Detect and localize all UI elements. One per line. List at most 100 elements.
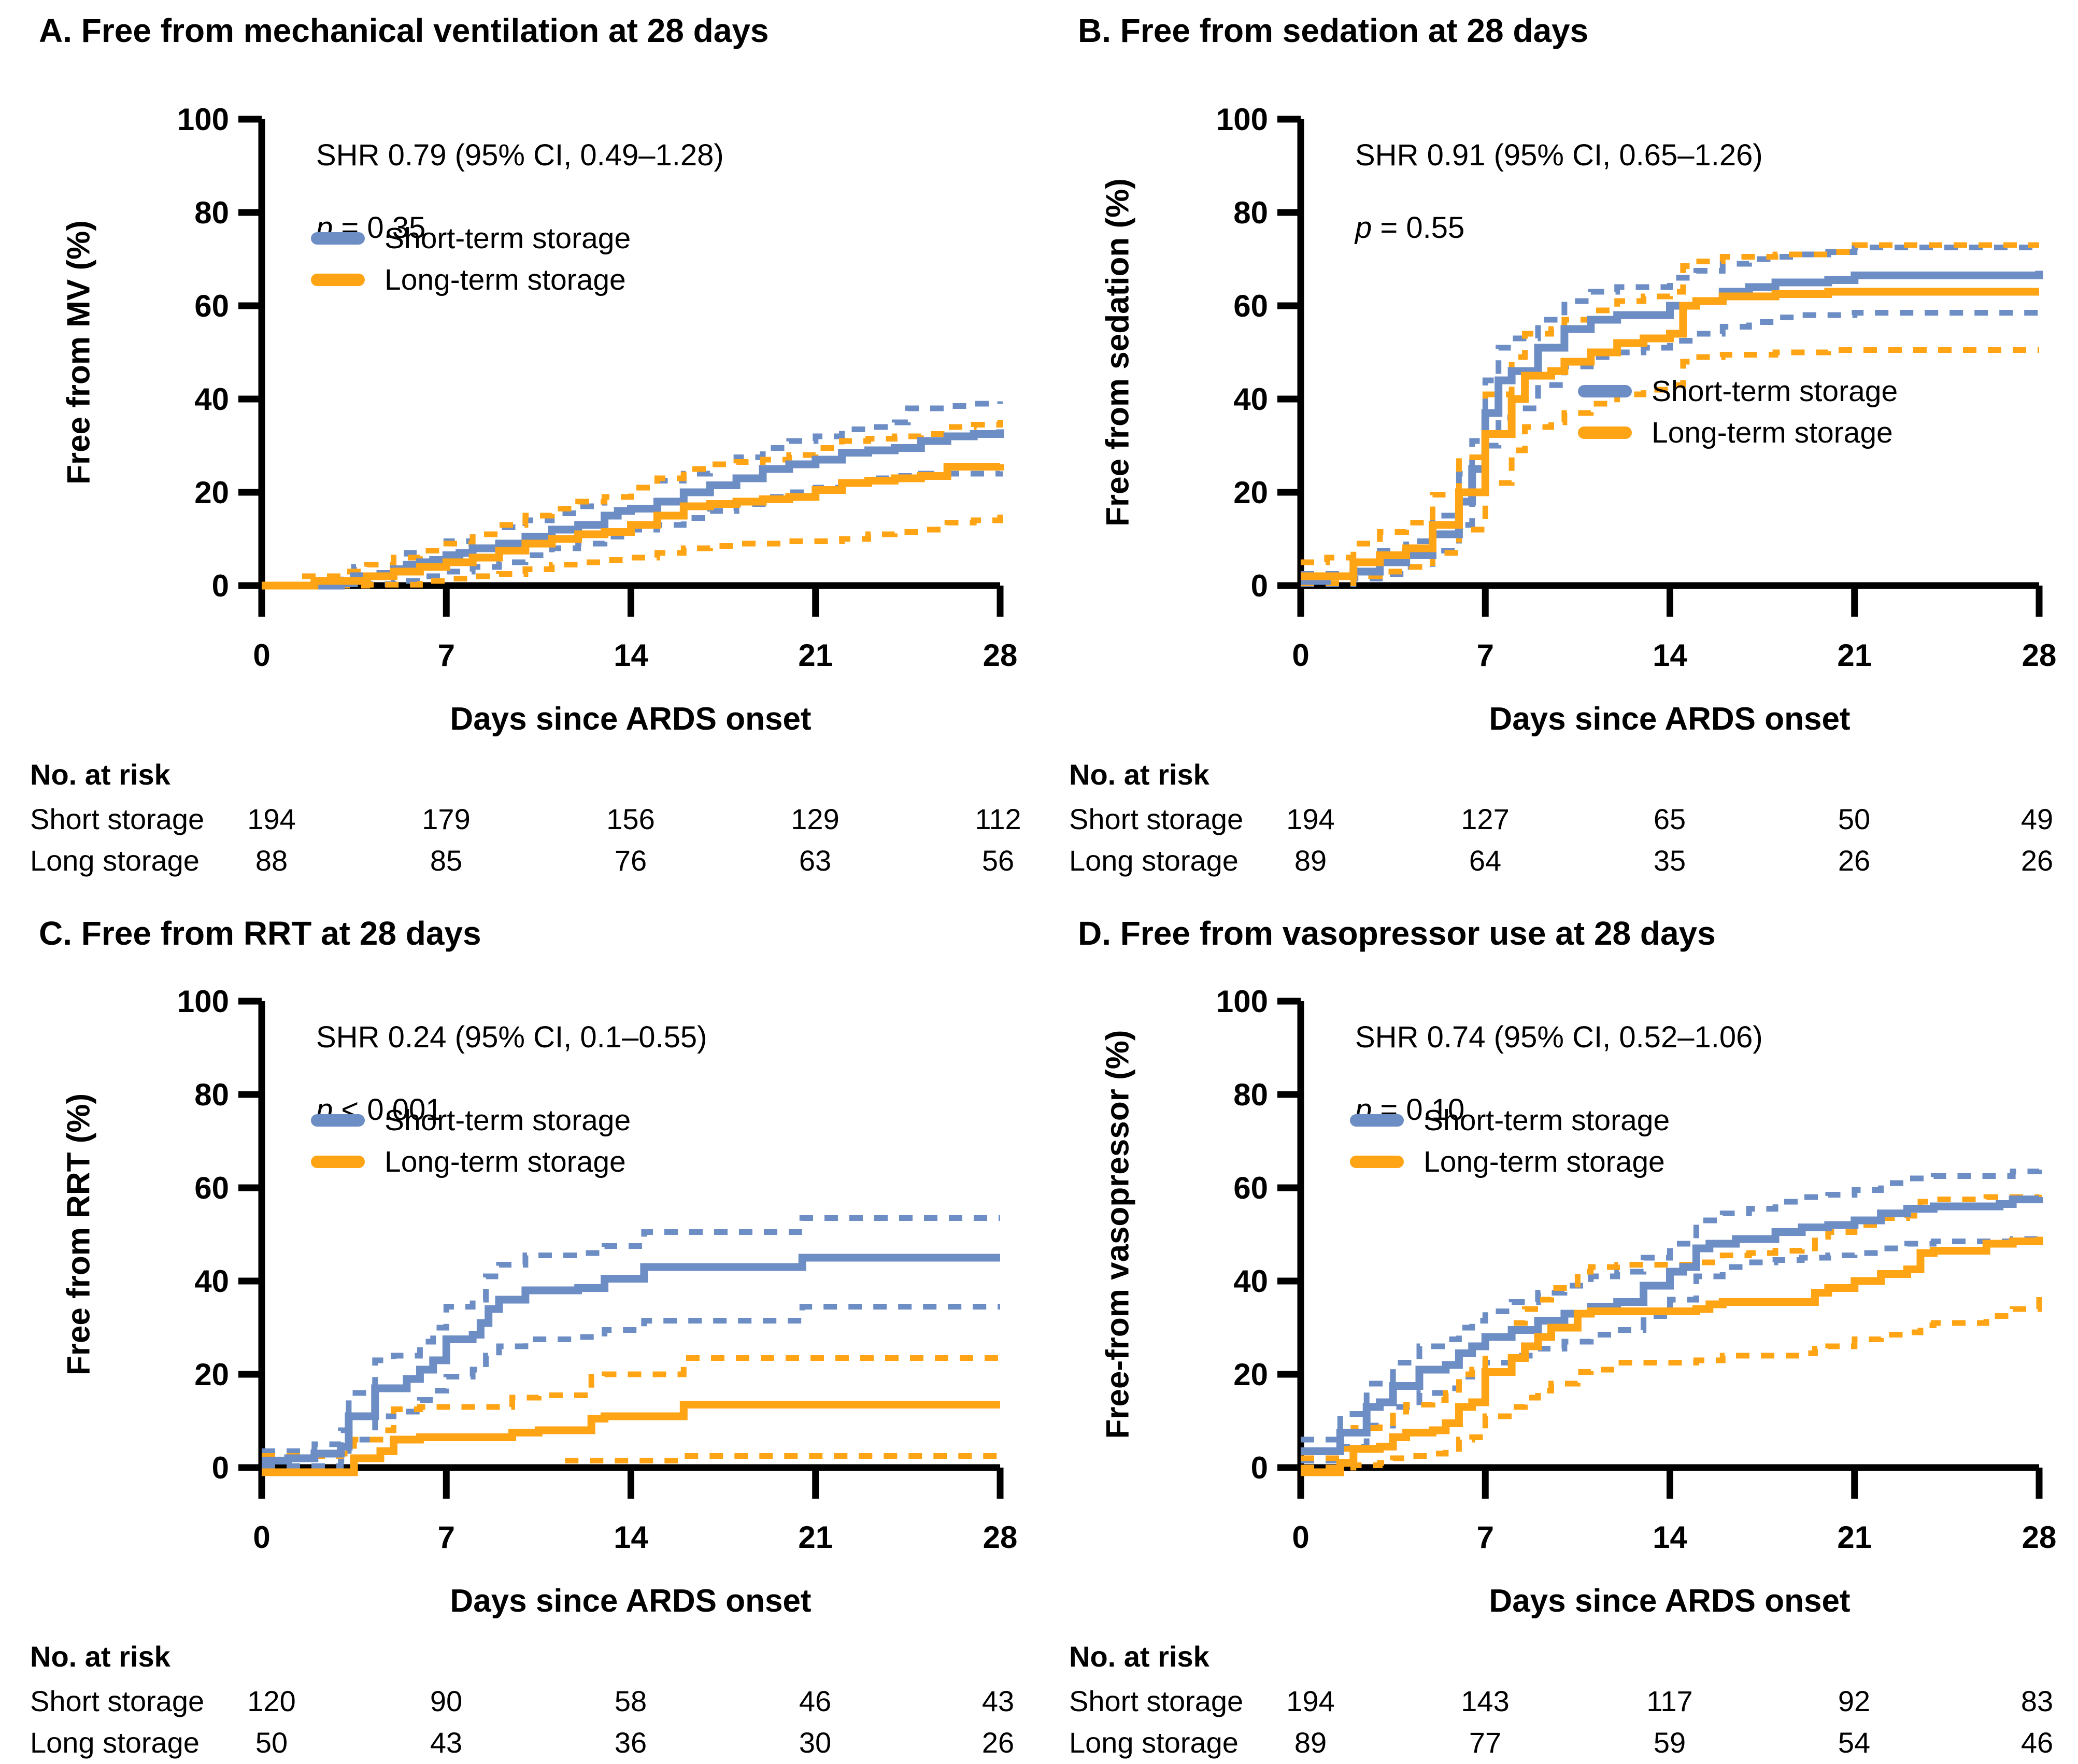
risk-row-long: Long storage 50 43 36 30 26 bbox=[30, 1726, 1015, 1759]
legend: Short-term storage Long-term storage bbox=[1578, 371, 1898, 453]
svg-text:28: 28 bbox=[2022, 638, 2057, 673]
survival-chart: 0 20 40 60 80 100 0 7 14 21 28 bbox=[1216, 102, 2057, 673]
curve-short-term-storage-95-ci-lower bbox=[1301, 1236, 2042, 1463]
curve-short-term-storage-95-ci-lower bbox=[262, 471, 1003, 589]
long-term-line-swatch-icon bbox=[1350, 1156, 1404, 1168]
legend-item-long: Long-term storage bbox=[311, 259, 631, 301]
stats-block: SHR 0.91 (95% CI, 0.65–1.26) p = 0.55 bbox=[1355, 119, 1763, 264]
risk-row-short: Short storage 120 90 58 46 43 bbox=[30, 1685, 1015, 1717]
svg-text:100: 100 bbox=[1216, 984, 1268, 1019]
svg-text:60: 60 bbox=[1233, 289, 1268, 323]
legend: Short-term storage Long-term storage bbox=[311, 1100, 631, 1183]
svg-text:28: 28 bbox=[983, 638, 1018, 673]
legend-item-short: Short-term storage bbox=[1578, 371, 1898, 412]
risk-table-header: No. at risk bbox=[30, 1640, 170, 1673]
shr-text: SHR 0.79 (95% CI, 0.49–1.28) bbox=[316, 138, 724, 172]
svg-text:21: 21 bbox=[798, 1520, 833, 1555]
curve-short-term-storage-95-ci-upper bbox=[262, 401, 1003, 589]
svg-text:7: 7 bbox=[1477, 1520, 1494, 1555]
curve-long-term-storage-95-ci-lower bbox=[1301, 1295, 2042, 1471]
svg-text:0: 0 bbox=[212, 1450, 229, 1485]
curve-short-term-storage bbox=[262, 1254, 1000, 1464]
svg-text:80: 80 bbox=[1233, 1077, 1268, 1112]
legend-item-short: Short-term storage bbox=[311, 218, 631, 259]
panel-title: B. Free from sedation at 28 days bbox=[1078, 12, 1589, 49]
panel-title: D. Free from vasopressor use at 28 days bbox=[1078, 915, 1716, 952]
curve-long-term-storage bbox=[1301, 288, 2039, 580]
legend-label: Long-term storage bbox=[1424, 1145, 1665, 1178]
svg-text:20: 20 bbox=[194, 475, 229, 510]
svg-text:0: 0 bbox=[253, 638, 270, 673]
risk-row-short: Short storage 194 179 156 129 112 bbox=[30, 803, 1021, 835]
svg-text:14: 14 bbox=[1653, 638, 1687, 673]
panel-a-free-from-mv: A. Free from mechanical ventilation at 2… bbox=[0, 0, 1039, 882]
legend: Short-term storage Long-term storage bbox=[1350, 1100, 1670, 1183]
survival-chart: 0 20 40 60 80 100 0 7 14 21 28 bbox=[177, 102, 1018, 673]
svg-text:20: 20 bbox=[1233, 475, 1268, 510]
svg-text:40: 40 bbox=[194, 382, 229, 417]
svg-text:0: 0 bbox=[1292, 638, 1309, 673]
risk-row-short: Short storage 194 127 65 50 49 bbox=[1069, 803, 2054, 835]
svg-text:80: 80 bbox=[194, 195, 229, 230]
svg-text:21: 21 bbox=[1837, 1520, 1872, 1555]
svg-text:60: 60 bbox=[1233, 1171, 1268, 1205]
svg-text:0: 0 bbox=[1251, 1450, 1268, 1485]
svg-text:40: 40 bbox=[1233, 382, 1268, 417]
x-axis-label: Days since ARDS onset bbox=[450, 1583, 812, 1619]
panel-b-free-from-sedation: B. Free from sedation at 28 days Free fr… bbox=[1039, 0, 2078, 882]
long-term-line-swatch-icon bbox=[311, 1156, 365, 1168]
p-value: = 0.55 bbox=[1380, 211, 1465, 245]
curve-short-term-storage bbox=[1301, 1196, 2043, 1455]
curve-long-term-storage bbox=[262, 463, 1004, 590]
legend-item-long: Long-term storage bbox=[1578, 412, 1898, 453]
survival-chart: 0 20 40 60 80 100 0 7 14 21 28 bbox=[1216, 984, 2057, 1555]
curve-short-term-storage bbox=[262, 429, 1004, 590]
curve-long-term-storage-95-ci-upper bbox=[1301, 242, 2039, 565]
shr-text: SHR 0.74 (95% CI, 0.52–1.06) bbox=[1355, 1020, 1763, 1054]
svg-text:60: 60 bbox=[194, 1171, 229, 1205]
legend-label: Long-term storage bbox=[385, 1145, 626, 1178]
long-term-line-swatch-icon bbox=[1578, 426, 1632, 439]
svg-text:7: 7 bbox=[1477, 638, 1494, 673]
svg-text:0: 0 bbox=[253, 1520, 270, 1555]
svg-text:20: 20 bbox=[194, 1357, 229, 1392]
svg-text:14: 14 bbox=[614, 1520, 648, 1555]
legend-item-short: Short-term storage bbox=[311, 1100, 631, 1141]
risk-row-short: Short storage 194 143 117 92 83 bbox=[1069, 1685, 2054, 1717]
risk-table-header: No. at risk bbox=[1069, 1640, 1209, 1673]
p-symbol: p bbox=[1355, 211, 1372, 245]
svg-text:14: 14 bbox=[1653, 1520, 1687, 1555]
y-axis-label: Free from MV (%) bbox=[61, 220, 97, 485]
legend-item-long: Long-term storage bbox=[311, 1141, 631, 1183]
risk-row-long: Long storage 88 85 76 63 56 bbox=[30, 844, 1015, 877]
svg-text:7: 7 bbox=[438, 1520, 455, 1555]
p-value-text: p = 0.55 bbox=[1355, 192, 1763, 264]
curve-short-term-storage-95-ci-upper bbox=[1301, 245, 2039, 577]
svg-text:0: 0 bbox=[212, 568, 229, 603]
stats-block: SHR 0.79 (95% CI, 0.49–1.28) p = 0.35 bbox=[316, 119, 724, 264]
svg-text:28: 28 bbox=[2022, 1520, 2057, 1555]
legend: Short-term storage Long-term storage bbox=[311, 218, 631, 301]
short-term-line-swatch-icon bbox=[311, 1114, 365, 1127]
shr-text: SHR 0.24 (95% CI, 0.1–0.55) bbox=[316, 1020, 707, 1054]
curve-long-term-storage-95-ci-upper bbox=[262, 420, 1003, 589]
curve-long-term-storage-95-ci-lower bbox=[565, 1453, 1000, 1463]
svg-text:28: 28 bbox=[983, 1520, 1018, 1555]
risk-row-long: Long storage 89 64 35 26 26 bbox=[1069, 844, 2054, 877]
svg-text:80: 80 bbox=[194, 1077, 229, 1112]
svg-text:100: 100 bbox=[177, 984, 229, 1019]
curve-long-term-storage-95-ci-lower bbox=[1301, 347, 2039, 586]
curve-long-term-storage bbox=[1301, 1236, 2043, 1476]
svg-text:0: 0 bbox=[1292, 1520, 1309, 1555]
risk-table-header: No. at risk bbox=[30, 758, 170, 791]
legend-label: Short-term storage bbox=[385, 222, 631, 255]
curve-long-term-storage bbox=[262, 1401, 1000, 1476]
y-axis-label: Free from RRT (%) bbox=[61, 1093, 97, 1376]
curve-long-term-storage-95-ci-lower bbox=[262, 513, 1003, 589]
panel-title: A. Free from mechanical ventilation at 2… bbox=[39, 12, 769, 49]
short-term-line-swatch-icon bbox=[311, 232, 365, 245]
curve-long-term-storage-95-ci-upper bbox=[1301, 1194, 2042, 1461]
survival-chart: 0 20 40 60 80 100 0 7 14 21 28 bbox=[177, 984, 1018, 1555]
panel-c-free-from-rrt: C. Free from RRT at 28 days Free from RR… bbox=[0, 882, 1039, 1764]
